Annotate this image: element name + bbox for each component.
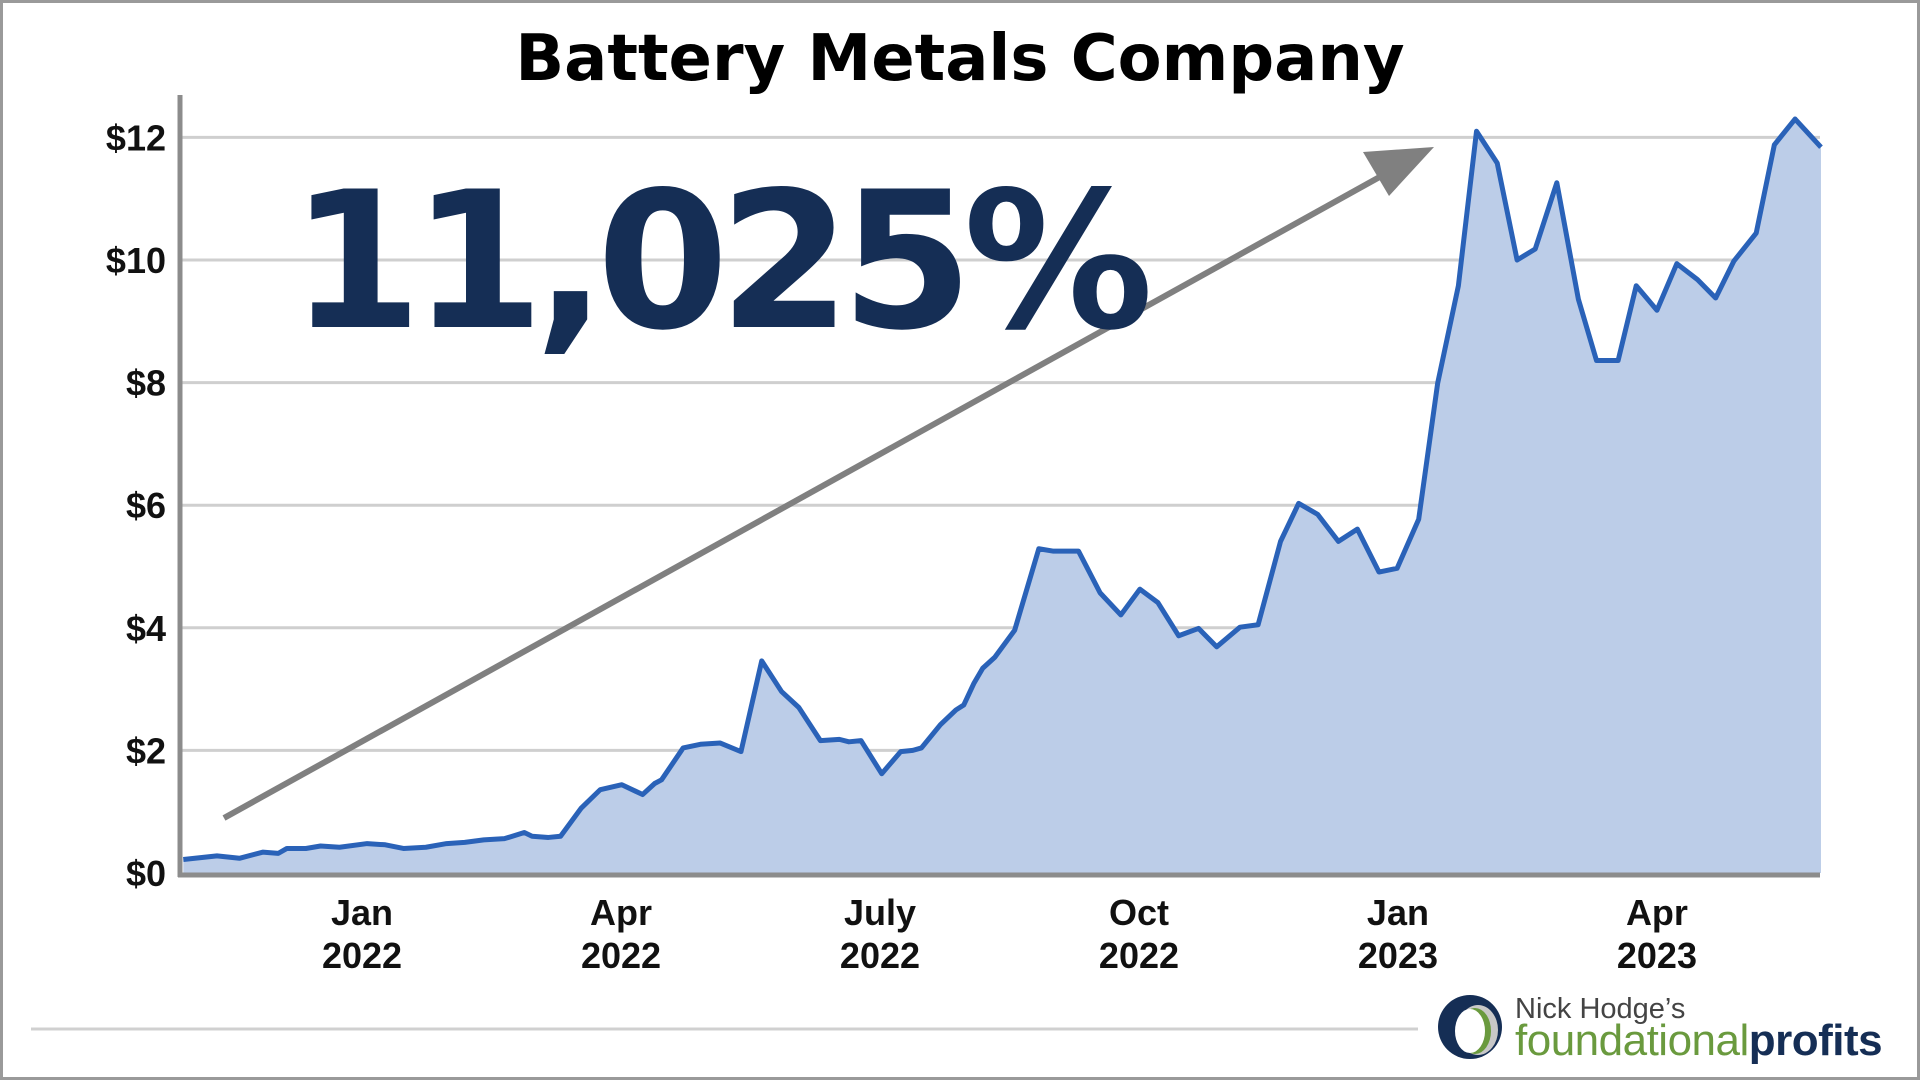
y-tick-label: $4 — [126, 608, 166, 649]
x-tick-year: 2022 — [1099, 935, 1179, 976]
x-tick-month: July — [844, 892, 916, 933]
x-tick-year: 2023 — [1617, 935, 1697, 976]
logo-wordmark: foundationalprofits — [1515, 1016, 1883, 1066]
gain-annotation: 11,025% — [290, 151, 1148, 372]
trend-arrow-head — [1363, 147, 1434, 196]
y-tick-label: $2 — [126, 730, 166, 771]
price-area — [183, 119, 1821, 873]
x-tick-year: 2022 — [840, 935, 920, 976]
y-tick-label: $12 — [106, 117, 166, 158]
trend-arrow-shaft — [222, 171, 1387, 821]
logo-word-foundational: foundational — [1515, 1016, 1749, 1065]
x-tick-year: 2022 — [322, 935, 402, 976]
logo-mark — [1438, 995, 1502, 1059]
y-tick-label: $8 — [126, 363, 166, 404]
x-tick-month: Jan — [1367, 892, 1429, 933]
x-tick-month: Apr — [590, 892, 652, 933]
x-tick-year: 2022 — [581, 935, 661, 976]
price-line — [183, 116, 1823, 862]
y-tick-label: $10 — [106, 240, 166, 281]
x-tick-month: Jan — [331, 892, 393, 933]
x-tick-month: Apr — [1626, 892, 1688, 933]
chart-title: Battery Metals Company — [515, 22, 1404, 96]
logo-word-profits: profits — [1748, 1016, 1883, 1065]
y-tick-label: $0 — [126, 853, 166, 894]
logo-byline: Nick Hodge’s — [1515, 993, 1686, 1025]
x-tick-month: Oct — [1109, 892, 1169, 933]
x-tick-year: 2023 — [1358, 935, 1438, 976]
y-tick-label: $6 — [126, 485, 166, 526]
